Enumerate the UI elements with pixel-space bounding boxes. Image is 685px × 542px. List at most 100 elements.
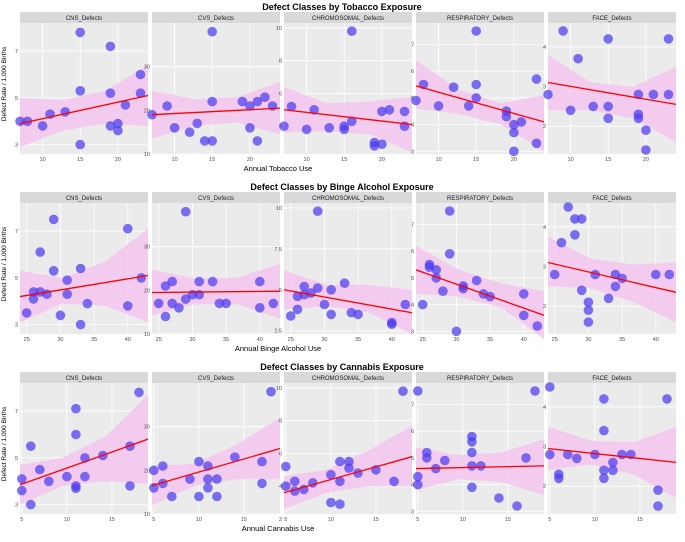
chart2-face_defects-point <box>610 281 621 292</box>
chart3-cns_defects-panel: CNS_Defects 3 5 7 5 10 15 <box>15 372 149 523</box>
chart1-cvs_defects-point <box>162 101 172 111</box>
chart2-cvs_defects-point <box>194 276 204 287</box>
chart1-chromosomal_defects-xtick-label: 15 <box>341 157 347 163</box>
chart3-cvs_defects-point <box>230 452 240 463</box>
chart2-cvs_defects-point <box>180 206 191 217</box>
chart3-cvs_defects-point <box>149 465 159 476</box>
chart2-respiratory_defects-point <box>471 275 482 286</box>
chart2-respiratory_defects-xtick-label: 35 <box>487 337 493 343</box>
chart3-respiratory_defects-point <box>440 455 450 466</box>
chart1-cvs_defects-xtick-label: 20 <box>247 157 253 163</box>
chart1-chromosomal_defects-point <box>384 105 395 115</box>
chart2-cvs_defects-strip-label: CVS_Defects <box>198 196 234 202</box>
chart1-cns_defects-fit-line <box>19 94 149 125</box>
chart3-cvs_defects-xtick-label: 15 <box>241 517 247 523</box>
chart3-cns_defects-strip <box>20 372 148 383</box>
chart1-chromosomal_defects-point <box>301 124 312 135</box>
chart3-respiratory_defects-point <box>467 461 477 471</box>
chart3-cvs_defects-point <box>158 478 168 489</box>
chart1-cns_defects-point <box>75 86 85 96</box>
chart1-chromosomal_defects-fit-line <box>283 109 413 126</box>
chart3-cns_defects-ytick-label: 5 <box>15 456 18 462</box>
chart2-cvs_defects-point <box>254 276 265 287</box>
chart1-cns_defects-point <box>75 139 85 150</box>
chart3-chromosomal_defects-ytick-label: 6 <box>279 451 282 457</box>
chart3-respiratory_defects-panel: RESPIRATORY_Defects 3 4 5 6 7 5 10 15 <box>411 372 545 523</box>
chart2-cns_defects-ytick-label: 3 <box>15 323 18 329</box>
chart3-cvs_defects-point <box>266 386 276 397</box>
chart1-cvs_defects-point <box>245 101 255 111</box>
chart3-face_defects-fit-line <box>547 447 677 464</box>
chart3-cns_defects-point <box>17 485 27 496</box>
chart1-cvs_defects-ytick-label: 10 <box>144 152 150 158</box>
chart1-cvs_defects-point <box>184 127 195 137</box>
chart1-cvs_defects-point <box>245 123 255 133</box>
chart1-face_defects-point <box>565 105 576 116</box>
chart2-respiratory_defects-ytick-label: 3 <box>411 329 414 335</box>
chart3-face_defects-point <box>599 394 609 404</box>
chart3-chromosomal_defects-ytick-label: 4 <box>279 484 282 490</box>
chart1-cns_defects-point <box>105 88 116 98</box>
chart3-respiratory_defects-point <box>512 501 522 511</box>
chart2-respiratory_defects-point <box>519 289 529 299</box>
chart1-respiratory_defects-point <box>471 79 482 90</box>
chart3-respiratory_defects-point <box>467 447 477 458</box>
chart1-face_defects-panel: FACE_Defects 2 3 4 10 15 20 <box>543 12 677 163</box>
chart3-respiratory_defects-point <box>521 453 531 463</box>
chart2-cvs_defects-xtick-label: 35 <box>223 337 229 343</box>
chart1-respiratory_defects-point <box>411 95 421 106</box>
chart3-face_defects-point <box>653 501 663 511</box>
chart2-chromosomal_defects-xtick-label: 30 <box>321 337 327 343</box>
chart2-cns_defects-ytick-label: 7 <box>15 229 18 235</box>
chart3-face_defects-point <box>563 449 573 460</box>
chart1-cvs_defects-point <box>260 92 270 102</box>
chart3-respiratory_defects-ytick-label: 5 <box>411 456 414 462</box>
chart2-respiratory_defects-point <box>444 249 455 259</box>
chart2-respiratory_defects-point <box>519 310 529 321</box>
chart2-cns_defects-point <box>35 247 45 257</box>
figure-3-title: Defect Classes by Cannabis Exposure <box>260 362 424 372</box>
chart3-respiratory_defects-point <box>530 386 540 396</box>
figure-2-ylabel: Defect Rate / 1,000 Births <box>1 226 8 301</box>
chart3-face_defects-point <box>590 449 600 460</box>
chart3-respiratory_defects-xtick-label: 15 <box>505 517 511 523</box>
chart1-cvs_defects-point <box>237 96 248 107</box>
chart1-respiratory_defects-xtick-label: 10 <box>436 157 442 163</box>
chart3-chromosomal_defects-ytick-label: 8 <box>279 419 282 425</box>
chart1-face_defects-point <box>641 125 651 135</box>
chart1-respiratory_defects-point <box>509 146 519 157</box>
chart2-cns_defects-point <box>48 214 59 225</box>
chart1-cvs_defects-point <box>207 136 217 146</box>
chart2-cns_defects-xtick-label: 40 <box>125 337 131 343</box>
chart2-cns_defects-confidence-band <box>20 228 148 323</box>
chart2-cns_defects-ytick-label: 5 <box>15 276 18 282</box>
chart2-face_defects-point <box>603 293 614 304</box>
chart1-respiratory_defects-xtick-label: 15 <box>473 157 479 163</box>
chart2-face_defects-ytick-label: 3 <box>543 265 546 271</box>
chart1-respiratory_defects-ytick-label: 4 <box>411 123 414 129</box>
chart2-cvs_defects-ytick-label: 20 <box>144 288 150 294</box>
chart2-cns_defects-fit-line <box>19 274 149 298</box>
chart3-face_defects-point <box>545 382 555 392</box>
chart1-respiratory_defects-ytick-label: 3 <box>411 149 414 155</box>
chart1-cvs_defects-point <box>199 136 210 146</box>
chart3-respiratory_defects-point <box>422 453 432 463</box>
chart1-respiratory_defects-point <box>531 74 542 84</box>
chart1-chromosomal_defects-point <box>347 26 357 36</box>
figure-3-xlabel: Annual Cannabis Use <box>242 524 315 533</box>
chart2-chromosomal_defects-point <box>400 299 411 310</box>
chart3-face_defects-xtick-label: 10 <box>592 517 598 523</box>
chart3-chromosomal_defects-point <box>308 478 318 488</box>
chart2-cns_defects-xtick-label: 25 <box>24 337 30 343</box>
chart2-chromosomal_defects-point <box>339 278 350 289</box>
chart2-cvs_defects-xtick-label: 25 <box>156 337 162 343</box>
chart3-chromosomal_defects-panel: CHROMOSOMAL_Defects 2 4 6 8 10 5 10 15 <box>276 372 413 523</box>
chart1-face_defects-xtick-label: 10 <box>568 157 574 163</box>
chart1-respiratory_defects-point <box>471 26 482 36</box>
chart2-cns_defects-point <box>136 273 147 283</box>
figure-1-ylabel: Defect Rate / 1,000 Births <box>1 46 8 121</box>
chart3-respiratory_defects-point <box>476 461 486 471</box>
chart2-face_defects-point <box>570 214 580 224</box>
chart3-cns_defects-fit-line <box>19 438 149 486</box>
